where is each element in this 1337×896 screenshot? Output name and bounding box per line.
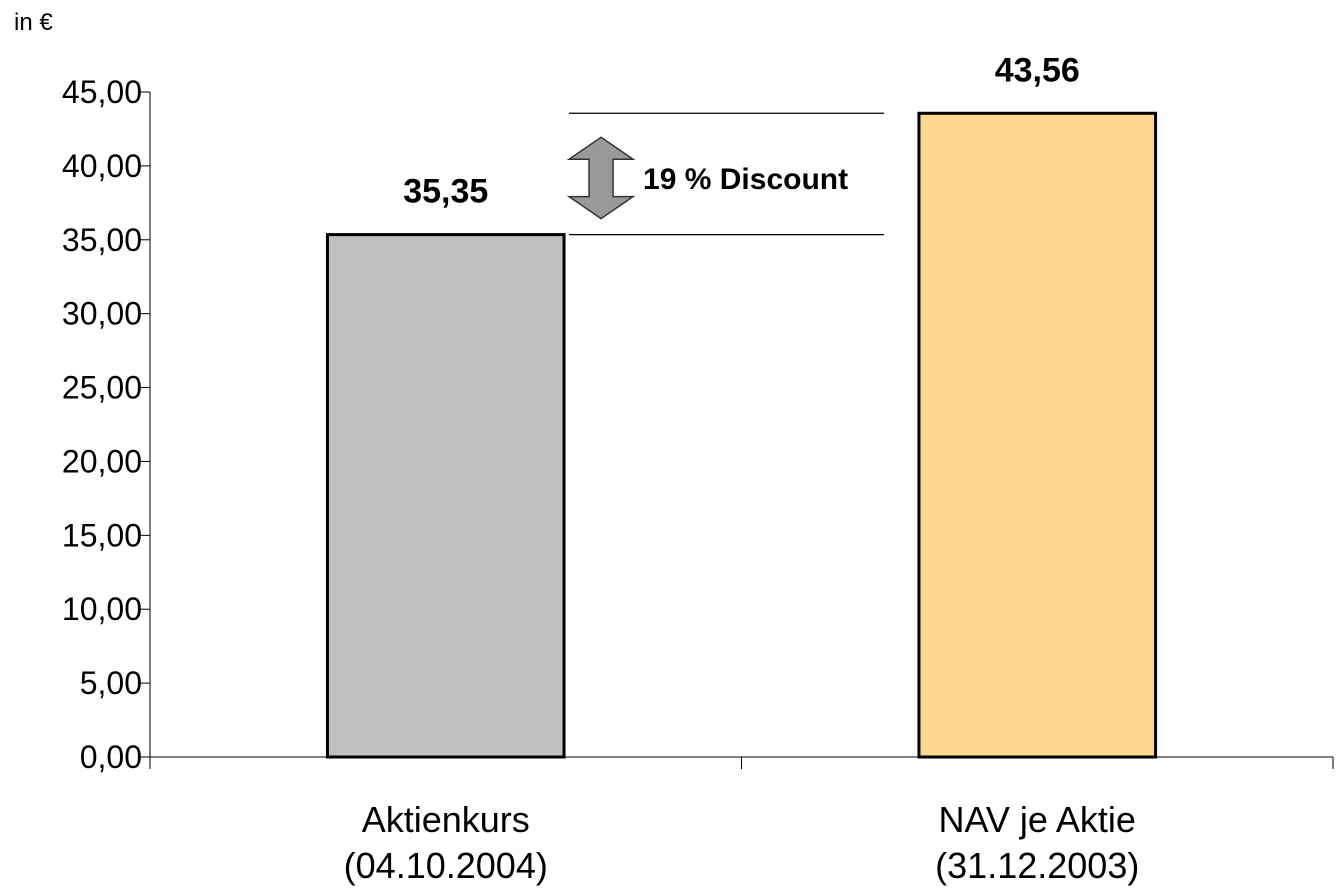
y-tick-label: 5,00 [80, 665, 142, 701]
y-tick-label: 45,00 [62, 74, 142, 110]
y-tick-label: 10,00 [62, 591, 142, 627]
unit-label: in € [14, 9, 53, 36]
bar-value-label: 35,35 [403, 173, 488, 211]
y-tick-label: 25,00 [62, 370, 142, 406]
y-tick-label: 35,00 [62, 222, 142, 258]
x-category-label: NAV je Aktie [939, 799, 1136, 840]
discount-label: 19 % Discount [643, 163, 848, 196]
y-tick-label: 15,00 [62, 517, 142, 553]
x-category-label: (31.12.2003) [935, 845, 1139, 886]
y-tick-label: 20,00 [62, 443, 142, 479]
x-axis: Aktienkurs (04.10.2004) NAV je Aktie (31.12… [149, 756, 1334, 886]
x-category-label: Aktienkurs [362, 799, 530, 840]
double-arrow-icon [566, 136, 636, 220]
bar-value-label: 43,56 [995, 51, 1080, 89]
bar [917, 111, 1158, 759]
y-axis: 0,00 5,00 10,00 15,00 20,00 25,00 30,00 35,00 40… [62, 74, 151, 775]
y-tick-label: 0,00 [80, 739, 142, 775]
y-tick-label: 40,00 [62, 148, 142, 184]
discount-annotation: 19 % Discount [566, 112, 884, 236]
bar [325, 233, 566, 759]
bars: 35,35 43,56 [325, 51, 1158, 759]
y-tick-label: 30,00 [62, 296, 142, 332]
x-category-label: (04.10.2004) [344, 845, 548, 886]
